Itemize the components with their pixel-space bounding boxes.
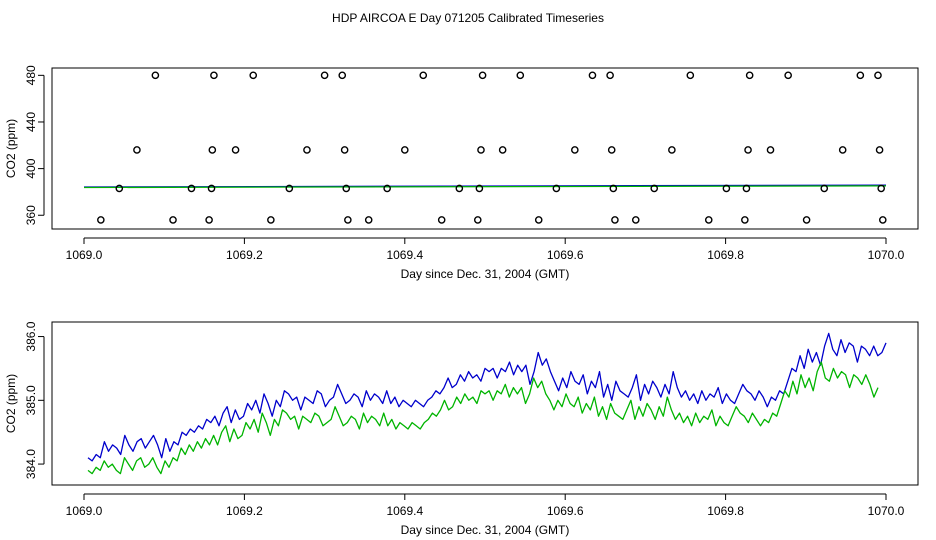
upper-panel: 1069.0 1069.2 1069.4 1069.6 1069.8 1070.0 Day … <box>4 65 919 281</box>
data-point <box>802 216 811 224</box>
data-point <box>745 71 754 80</box>
x-tick-label: 1069.4 <box>386 248 423 262</box>
series-line-blue <box>87 332 887 462</box>
data-point <box>741 216 749 224</box>
data-point <box>208 146 217 154</box>
data-point <box>249 71 258 80</box>
data-point <box>207 184 216 193</box>
data-point <box>340 146 349 154</box>
data-point <box>285 184 294 193</box>
x-tick-label: 1069.2 <box>226 248 263 262</box>
data-point <box>722 184 731 193</box>
data-point <box>588 71 597 80</box>
data-point <box>607 146 616 154</box>
data-point <box>231 146 240 154</box>
x-tick-label: 1069.6 <box>547 504 584 518</box>
series-line-green <box>87 361 879 475</box>
data-point <box>455 184 464 193</box>
data-point <box>766 146 775 154</box>
data-point <box>303 146 311 154</box>
y-axis-label: CO2 (ppm) <box>4 119 18 178</box>
data-point <box>342 184 351 193</box>
chart-title: HDP AIRCOA E Day 071205 Calibrated Times… <box>332 11 604 25</box>
data-point <box>477 146 485 154</box>
x-tick-label: 1069.6 <box>547 248 584 262</box>
x-tick-label: 1069.2 <box>226 504 263 518</box>
data-point <box>838 146 847 154</box>
x-tick-label: 1069.8 <box>707 248 744 262</box>
y-tick-label: 360 <box>24 205 38 225</box>
data-point <box>338 71 347 80</box>
x-tick-label: 1069.0 <box>66 248 103 262</box>
x-tick-label: 1070.0 <box>868 504 905 518</box>
data-point <box>437 216 446 224</box>
y-tick-label: 480 <box>24 65 38 85</box>
data-point <box>856 71 865 80</box>
x-axis-label: Day since Dec. 31, 2004 (GMT) <box>401 523 570 537</box>
data-point <box>187 184 196 193</box>
data-point <box>611 216 619 224</box>
x-tick-label: 1069.0 <box>66 504 103 518</box>
data-point <box>744 146 752 154</box>
data-point <box>97 216 105 224</box>
x-tick-label: 1069.4 <box>386 504 423 518</box>
data-point <box>210 71 218 80</box>
data-point <box>151 71 160 80</box>
y-tick-label: 384.0 <box>24 449 38 479</box>
data-point <box>878 216 887 224</box>
data-point <box>534 216 543 224</box>
y-axis-label: CO2 (ppm) <box>4 374 18 433</box>
data-point <box>874 71 882 80</box>
data-point <box>169 216 177 224</box>
data-point <box>650 184 659 193</box>
x-axis-label: Day since Dec. 31, 2004 (GMT) <box>401 267 570 281</box>
data-point <box>606 71 614 80</box>
data-point <box>516 71 525 80</box>
data-point <box>552 184 561 193</box>
data-point <box>686 71 695 80</box>
data-point <box>498 146 507 154</box>
data-point <box>400 146 409 154</box>
lower-panel: 1069.0 1069.2 1069.4 1069.6 1069.8 1070.0 Day … <box>4 321 919 537</box>
data-point <box>133 146 141 154</box>
y-tick-label: 440 <box>24 112 38 132</box>
data-point <box>473 216 482 224</box>
series-line-green <box>83 185 887 189</box>
data-point <box>344 216 352 224</box>
data-point <box>820 184 829 193</box>
y-tick-label: 386.0 <box>24 321 38 351</box>
data-point <box>704 216 713 224</box>
data-point <box>631 216 640 224</box>
data-point <box>877 184 885 193</box>
data-point <box>267 216 275 224</box>
y-tick-label: 400 <box>24 158 38 178</box>
data-point <box>478 71 487 80</box>
data-point <box>784 71 792 80</box>
data-point <box>742 184 751 193</box>
data-point <box>475 184 484 193</box>
x-tick-label: 1069.8 <box>707 504 744 518</box>
data-point <box>419 71 428 80</box>
data-point <box>875 146 884 154</box>
data-point <box>205 216 213 224</box>
data-point <box>115 184 124 193</box>
y-tick-label: 385.0 <box>24 385 38 415</box>
plot-frame <box>51 321 919 486</box>
data-point <box>668 146 676 154</box>
x-tick-label: 1070.0 <box>868 248 905 262</box>
data-point <box>364 216 373 224</box>
data-point <box>609 184 618 193</box>
data-point <box>571 146 579 154</box>
data-point <box>320 71 329 80</box>
plot-frame <box>51 67 919 230</box>
data-point <box>383 184 391 193</box>
